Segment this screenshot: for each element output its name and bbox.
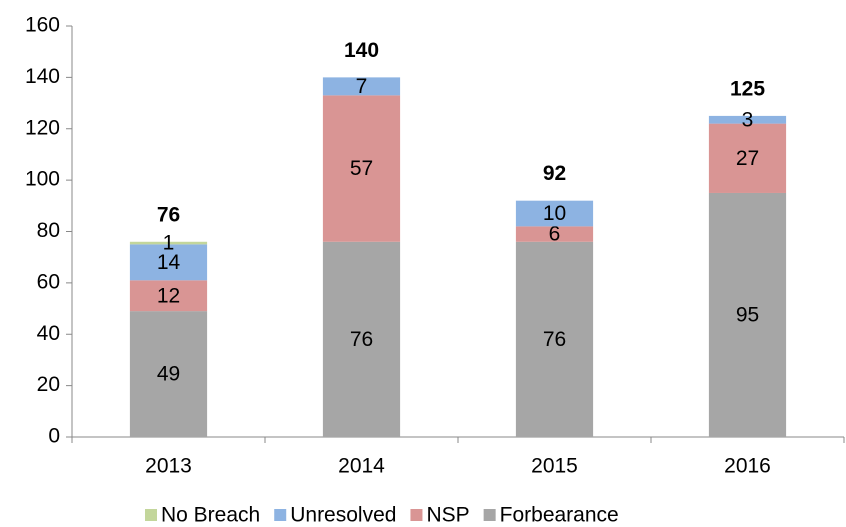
bar-segment: [129, 280, 208, 312]
total-label: 92: [543, 162, 566, 185]
legend-label: Unresolved: [290, 504, 396, 527]
total-label: 76: [157, 203, 180, 226]
legend-label: NSP: [426, 504, 469, 527]
legend-label: No Breach: [161, 504, 260, 527]
data-label: 3: [742, 108, 754, 131]
bar-segment: [708, 115, 787, 124]
bar-segment: [515, 226, 594, 242]
y-tick-label: 140: [25, 65, 60, 88]
x-tick-label: 2014: [338, 455, 385, 478]
y-tick-label: 60: [37, 270, 60, 293]
total-label: 125: [730, 77, 765, 100]
legend-swatch: [483, 509, 496, 521]
y-tick-label: 160: [25, 14, 60, 37]
bar-segment: [322, 241, 401, 437]
y-tick-label: 20: [37, 373, 60, 396]
bar-segment: [708, 123, 787, 193]
bar-segment: [322, 77, 401, 96]
data-label: 12: [157, 284, 180, 307]
data-label: 57: [350, 157, 373, 180]
data-label: 1: [163, 232, 175, 255]
bar-segment: [129, 244, 208, 281]
legend-swatch: [410, 509, 423, 521]
data-label: 6: [549, 223, 561, 246]
legend-label: Forbearance: [500, 504, 619, 527]
data-label: 95: [736, 304, 759, 327]
bar-segment: [515, 241, 594, 437]
bar-segment: [515, 200, 594, 227]
y-tick-label: 80: [37, 219, 60, 242]
bar-segment: [129, 311, 208, 437]
x-tick-label: 2013: [145, 455, 192, 478]
x-tick-label: 2015: [531, 455, 578, 478]
data-label: 7: [356, 75, 368, 98]
bar-segment: [129, 241, 208, 245]
x-tick-label: 2016: [724, 455, 771, 478]
data-label: 27: [736, 147, 759, 170]
data-label: 14: [157, 251, 181, 274]
y-tick-label: 100: [25, 168, 60, 191]
data-label: 10: [543, 202, 566, 225]
data-label: 76: [543, 328, 566, 351]
y-tick-label: 0: [48, 425, 60, 448]
y-tick-label: 40: [37, 322, 60, 345]
bar-segment: [708, 192, 787, 437]
legend-swatch: [274, 509, 287, 521]
legend-swatch: [145, 509, 157, 521]
data-label: 49: [157, 363, 180, 386]
total-label: 140: [344, 39, 379, 62]
bar-segment: [322, 95, 401, 242]
data-label: 76: [350, 328, 373, 351]
y-tick-label: 120: [25, 116, 60, 139]
